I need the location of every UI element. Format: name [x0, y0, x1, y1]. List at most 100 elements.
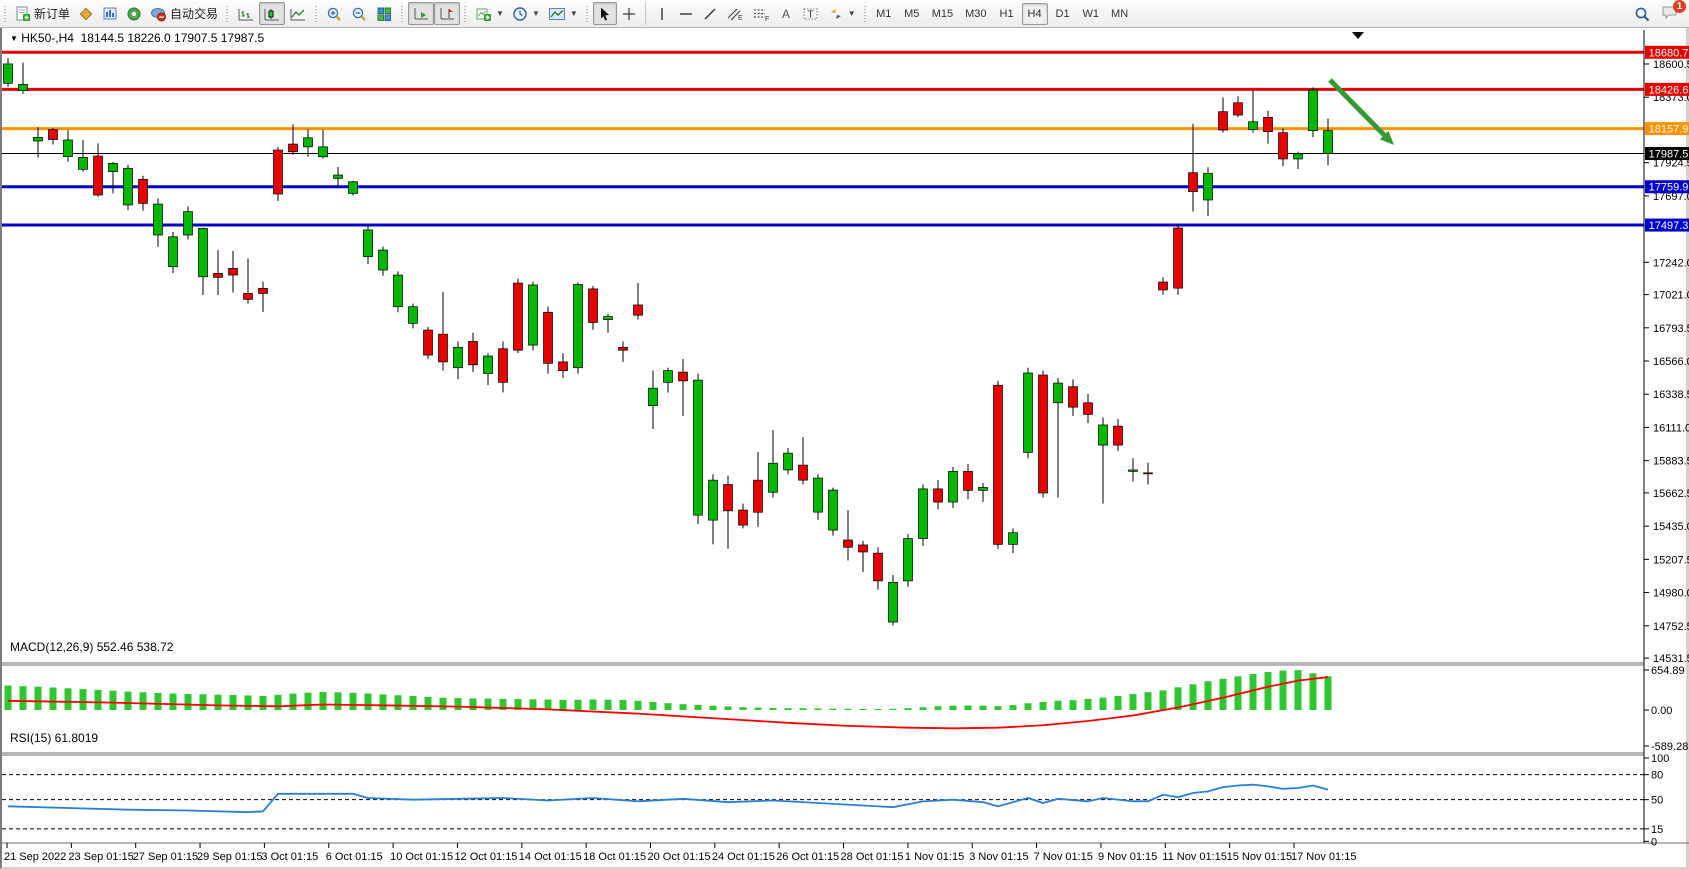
- toolbar-grip[interactable]: [2, 3, 9, 24]
- toolbar-grip[interactable]: [462, 3, 470, 24]
- templates-button[interactable]: ▼: [544, 2, 582, 25]
- chart-window[interactable]: 18600.5 18373.0 17924.5 17697.0 17242.0 17021…: [0, 28, 1689, 869]
- svg-text:27 Sep 01:15: 27 Sep 01:15: [133, 851, 198, 863]
- styles-button[interactable]: [74, 2, 98, 25]
- svg-text:17021.0: 17021.0: [1653, 290, 1689, 302]
- timeframe-button-D1[interactable]: D1: [1055, 7, 1070, 20]
- svg-text:50: 50: [1651, 795, 1663, 807]
- svg-text:14980.0: 14980.0: [1653, 588, 1689, 600]
- timeframe-button-H4[interactable]: H4: [1021, 2, 1048, 25]
- toolbar-grip[interactable]: [313, 3, 321, 24]
- tile-windows-button[interactable]: [372, 2, 397, 25]
- market-watch-button[interactable]: [98, 2, 122, 25]
- svg-text:0: 0: [1651, 836, 1657, 848]
- candles-layer[interactable]: [3, 58, 1333, 626]
- periods-button[interactable]: ▼: [508, 2, 544, 25]
- rsi-indicator-label: RSI(15) 61.8019: [10, 731, 99, 745]
- shapes-button[interactable]: ▼: [824, 2, 860, 25]
- chart-shift-marker[interactable]: [1352, 32, 1364, 39]
- chevron-down-icon: ▼: [847, 9, 856, 18]
- timeframe-button-M30[interactable]: M30: [965, 7, 987, 20]
- timeframe-button-M15[interactable]: M15: [931, 7, 954, 20]
- svg-text:1 Nov 01:15: 1 Nov 01:15: [905, 851, 964, 863]
- svg-text:17924.5: 17924.5: [1653, 158, 1689, 170]
- trend-arrow-annotation[interactable]: [1328, 78, 1394, 145]
- bar-chart-button[interactable]: [233, 2, 259, 25]
- timeframe-button-M5[interactable]: M5: [904, 7, 920, 20]
- signal-icon: [127, 7, 141, 20]
- svg-text:10 Oct 01:15: 10 Oct 01:15: [390, 851, 453, 863]
- template-icon: [548, 7, 565, 20]
- signals-button[interactable]: [122, 2, 146, 25]
- indicators-button[interactable]: ▼: [471, 2, 508, 25]
- text-button[interactable]: A: [774, 2, 798, 25]
- chart-ohlc-values: 18144.5 18226.0 17907.5 17987.5: [80, 31, 265, 45]
- chart-shift-icon: [440, 7, 455, 19]
- chart-canvas[interactable]: 18600.518373.017924.517697.017242.017021…: [2, 28, 1689, 869]
- search-icon[interactable]: [1634, 6, 1651, 23]
- svg-text:18 Oct 01:15: 18 Oct 01:15: [583, 851, 646, 863]
- svg-text:15662.5: 15662.5: [1653, 488, 1689, 500]
- trendline-icon: [704, 8, 716, 19]
- svg-text:24 Oct 01:15: 24 Oct 01:15: [712, 851, 775, 863]
- svg-text:18600.5: 18600.5: [1653, 59, 1689, 71]
- chart-shift-button[interactable]: [434, 2, 461, 25]
- chevron-down-icon: ▼: [496, 9, 504, 18]
- timeframe-button-W1[interactable]: W1: [1082, 7, 1100, 20]
- rsi-pane[interactable]: 100 80 50 150: [2, 753, 1669, 848]
- notification-badge: 1: [1673, 0, 1686, 13]
- crosshair-button[interactable]: [617, 2, 641, 25]
- toolbar-grip[interactable]: [399, 3, 407, 24]
- macd-pane[interactable]: 654.89 0.00 -589.28: [4, 665, 1689, 753]
- timeframe-button-M1[interactable]: M1: [876, 7, 892, 20]
- new-order-button[interactable]: 新订单: [11, 2, 74, 25]
- vertical-line-button[interactable]: [650, 2, 674, 25]
- horizontal-lines[interactable]: [2, 50, 1644, 227]
- cursor-button[interactable]: [592, 2, 617, 25]
- timeframe-bar: M1 M5 M15 M30 H1 H4 D1 W1 MN: [871, 2, 1133, 25]
- new-order-label: 新订单: [34, 7, 71, 21]
- candlestick-chart-button[interactable]: [259, 2, 286, 25]
- svg-text:16566.0: 16566.0: [1653, 356, 1689, 368]
- crosshair-icon: [622, 7, 635, 20]
- zoom-out-icon: [352, 7, 366, 21]
- price-axis[interactable]: 18600.518373.017924.517697.017242.017021…: [1643, 30, 1689, 843]
- timeframe-button-MN[interactable]: MN: [1111, 7, 1129, 20]
- notifications-button[interactable]: 1: [1661, 0, 1686, 25]
- toolbar-grip[interactable]: [861, 3, 869, 24]
- svg-text:28 Oct 01:15: 28 Oct 01:15: [841, 851, 904, 863]
- cursor-icon: [600, 7, 609, 20]
- svg-text:15: 15: [1651, 824, 1663, 836]
- svg-text:80: 80: [1651, 770, 1663, 782]
- svg-text:3 Oct 01:15: 3 Oct 01:15: [261, 851, 318, 863]
- horizontal-line-button[interactable]: [674, 2, 698, 25]
- timeframe-button-H1[interactable]: H1: [999, 7, 1014, 20]
- svg-text:26 Oct 01:15: 26 Oct 01:15: [776, 851, 839, 863]
- equidistant-channel-button[interactable]: E: [722, 2, 748, 25]
- line-chart-button[interactable]: [285, 2, 311, 25]
- trendline-button[interactable]: [698, 2, 722, 25]
- svg-text:18426.6: 18426.6: [1649, 84, 1689, 96]
- svg-text:15 Nov 01:15: 15 Nov 01:15: [1227, 851, 1292, 863]
- chart-title: ▼ HK50-,H4 18144.5 18226.0 17907.5 17987…: [10, 31, 264, 45]
- svg-text:17759.9: 17759.9: [1649, 182, 1689, 194]
- label-icon: T: [803, 8, 818, 20]
- toolbar-grip[interactable]: [583, 3, 591, 24]
- auto-scroll-button[interactable]: [408, 2, 435, 25]
- text-label-button[interactable]: T: [798, 2, 824, 25]
- price-line-badges[interactable]: 18680.7 18426.6 18157.9 17987.5 17759.9 17497…: [1645, 45, 1689, 232]
- svg-text:20 Oct 01:15: 20 Oct 01:15: [648, 851, 711, 863]
- svg-text:654.89: 654.89: [1651, 665, 1685, 677]
- autotrade-label: 自动交易: [170, 7, 219, 21]
- svg-text:18157.9: 18157.9: [1649, 124, 1689, 136]
- autotrade-button[interactable]: 自动交易: [146, 2, 222, 25]
- brush-icon: [79, 7, 93, 20]
- collapse-triangle-icon[interactable]: ▼: [10, 34, 18, 43]
- pane-separators[interactable]: [2, 662, 1689, 844]
- svg-text:16338.5: 16338.5: [1653, 389, 1689, 401]
- zoom-out-button[interactable]: [347, 2, 372, 25]
- zoom-in-button[interactable]: [322, 2, 347, 25]
- toolbar-grip[interactable]: [224, 3, 232, 24]
- fibonacci-button[interactable]: F: [748, 2, 774, 25]
